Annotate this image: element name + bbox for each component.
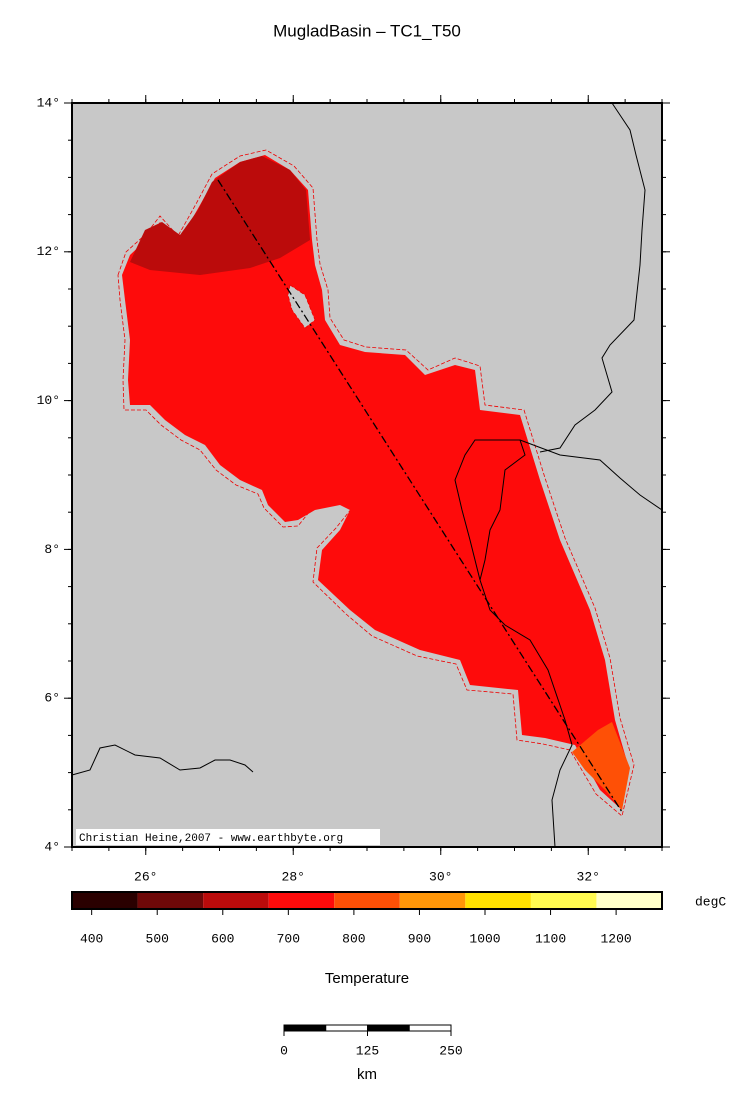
profile-line [217, 179, 623, 813]
basin-region [122, 155, 628, 810]
lat-tick-label: 8° [44, 542, 60, 557]
warm-south-region [572, 722, 630, 810]
scale-tick-label: 250 [439, 1043, 462, 1058]
colorbar-frame [71, 891, 663, 910]
colorbar-tick-label: 1200 [601, 931, 632, 946]
credit-box [76, 829, 380, 845]
lat-tick-label: 12° [37, 244, 60, 259]
colorbar-swatch [268, 892, 335, 909]
border [71, 744, 254, 776]
lat-tick-label: 6° [44, 691, 60, 706]
colorbar-swatch [334, 892, 400, 909]
lat-tick-label: 14° [37, 95, 60, 110]
colorbar-tick-label: 800 [342, 931, 365, 946]
lon-tick-label: 32° [577, 869, 600, 884]
lon-tick-label: 28° [282, 869, 305, 884]
colorbar-tick-label: 700 [277, 931, 300, 946]
colorbar-tick-label: 900 [408, 931, 431, 946]
basin-hole [287, 284, 316, 329]
colorbar-tick-label: 1000 [469, 931, 500, 946]
colorbar-swatch [399, 892, 466, 909]
lat-tick-label: 4° [44, 839, 60, 854]
colorbar-tick-label: 1100 [535, 931, 566, 946]
scale-segment [367, 1024, 410, 1032]
river [454, 439, 526, 581]
lat-tick-label: 10° [37, 393, 60, 408]
colorbar: 400 500 600 700 800 900 1000 1100 1200 [71, 891, 663, 946]
colorbar-unit: degC [695, 894, 726, 909]
colorbar-swatch [72, 892, 138, 909]
basin-outline [117, 149, 635, 817]
scale-segment [408, 1024, 452, 1032]
colorbar-swatch [596, 892, 662, 909]
colorbar-tick-label: 500 [146, 931, 169, 946]
scale-bar: 0 125 250 [280, 1024, 463, 1058]
colorbar-tick-label: 400 [80, 931, 103, 946]
scale-segment [325, 1024, 368, 1032]
lon-tick-label: 26° [134, 869, 157, 884]
colorbar-swatch [530, 892, 597, 909]
colorbar-label: Temperature [325, 970, 409, 987]
colorbar-swatch [465, 892, 531, 909]
hot-north-region [130, 156, 310, 275]
scale-tick-label: 0 [280, 1043, 288, 1058]
colorbar-swatch [137, 892, 204, 909]
colorbar-tick-label: 600 [211, 931, 234, 946]
border [519, 439, 663, 511]
scale-segment [283, 1024, 327, 1032]
colorbar-swatch [203, 892, 269, 909]
axes: 26° 28° 30° 32° 4° 6° 8° 10° 12° 14° [37, 95, 670, 884]
scale-tick-label: 125 [356, 1043, 379, 1058]
scale-unit: km [357, 1066, 377, 1083]
lon-tick-label: 30° [429, 869, 452, 884]
title: MugladBasin – TC1_T50 [273, 21, 461, 40]
river [539, 102, 646, 453]
credit: Christian Heine,2007 - www.earthbyte.org [79, 833, 343, 845]
